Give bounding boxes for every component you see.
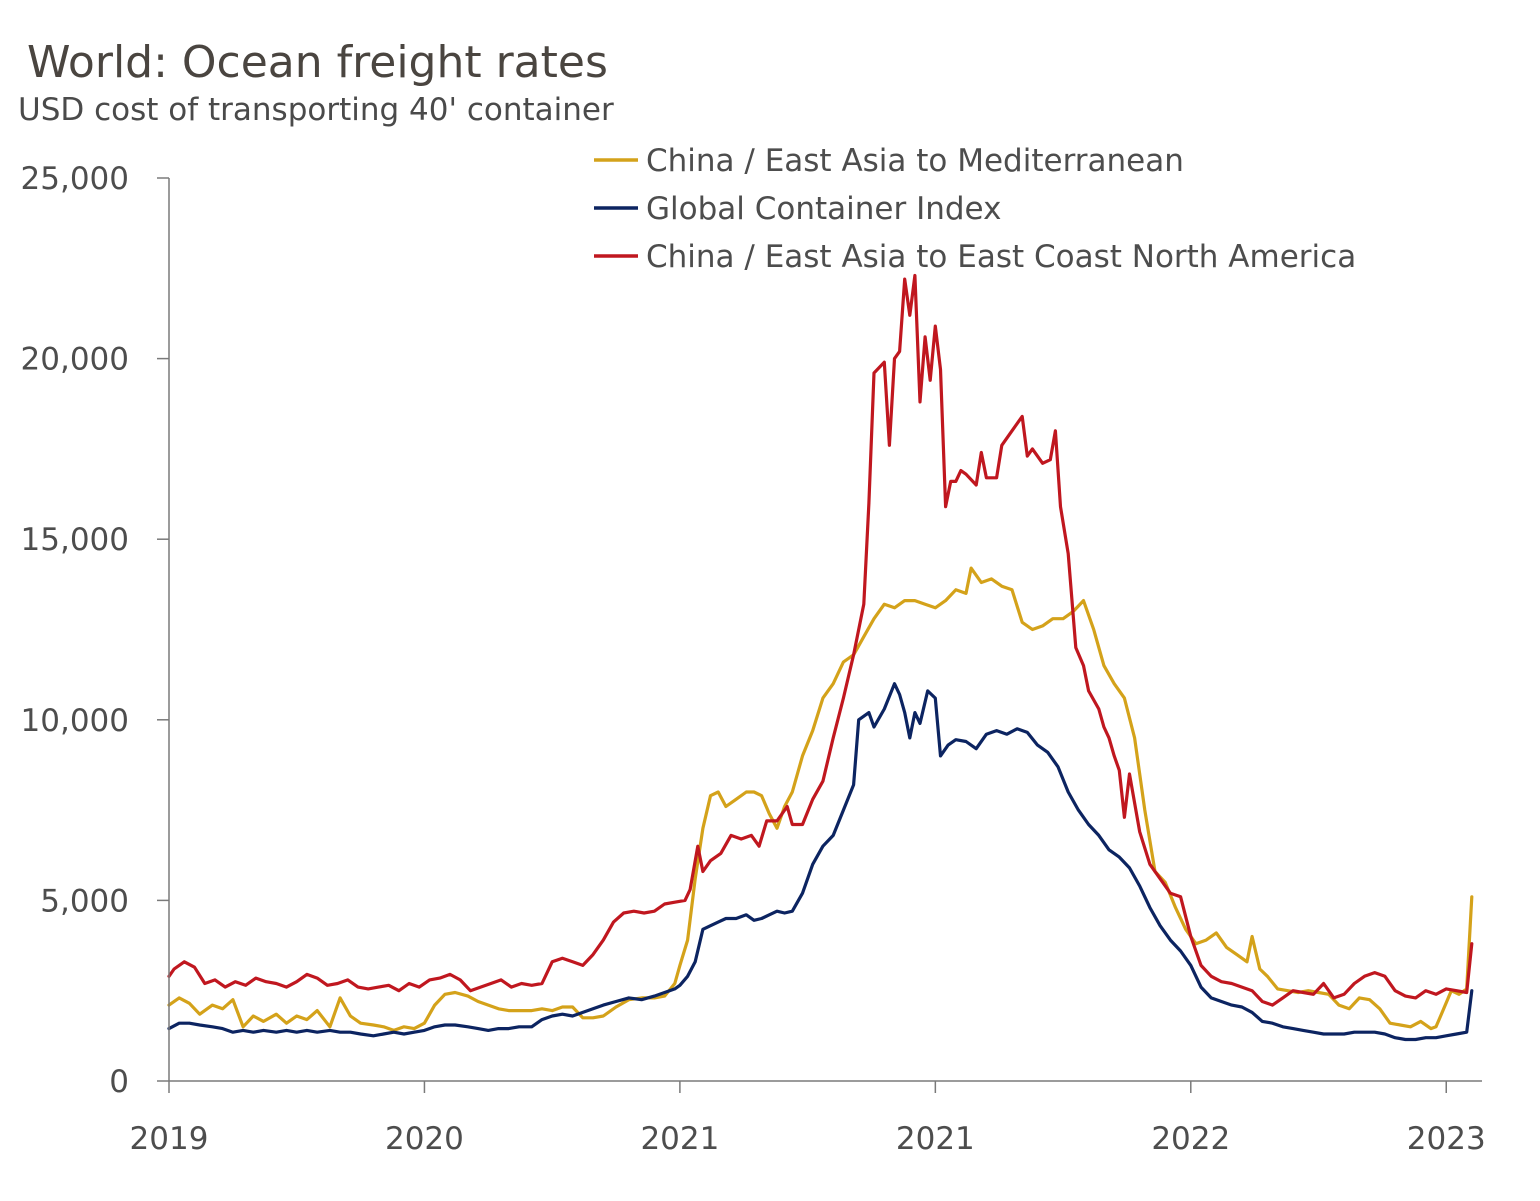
chart-subtitle: USD cost of transporting 40' container (18, 92, 614, 128)
x-tick-label: 2020 (385, 1121, 464, 1157)
x-tick-label: 2021 (896, 1121, 975, 1157)
legend: China / East Asia to Mediterranean Global… (594, 143, 1356, 275)
legend-label: China / East Asia to East Coast North Am… (646, 239, 1356, 275)
x-tick-label: 2023 (1407, 1121, 1486, 1157)
chart-title: World: Ocean freight rates (27, 37, 608, 88)
y-tick-label: 10,000 (21, 703, 129, 739)
x-tick-label: 2022 (1151, 1121, 1230, 1157)
y-ticks: 0 5,000 10,000 15,000 20,000 25,000 (21, 161, 169, 1100)
series-line-3 (167, 273, 1474, 1007)
y-tick-label: 25,000 (21, 161, 129, 197)
legend-label: Global Container Index (646, 191, 1001, 227)
x-ticks: 2019 2020 2021 2021 2022 2023 (130, 1081, 1486, 1157)
series-layer (167, 273, 1474, 1042)
series-line-2 (167, 682, 1474, 1042)
y-tick-label: 15,000 (21, 522, 129, 558)
y-tick-label: 0 (109, 1064, 129, 1100)
series-line-1 (167, 566, 1474, 1032)
x-tick-label: 2021 (640, 1121, 719, 1157)
y-tick-label: 5,000 (40, 883, 129, 919)
y-tick-label: 20,000 (21, 342, 129, 378)
legend-label: China / East Asia to Mediterranean (646, 143, 1184, 179)
x-tick-label: 2019 (130, 1121, 209, 1157)
